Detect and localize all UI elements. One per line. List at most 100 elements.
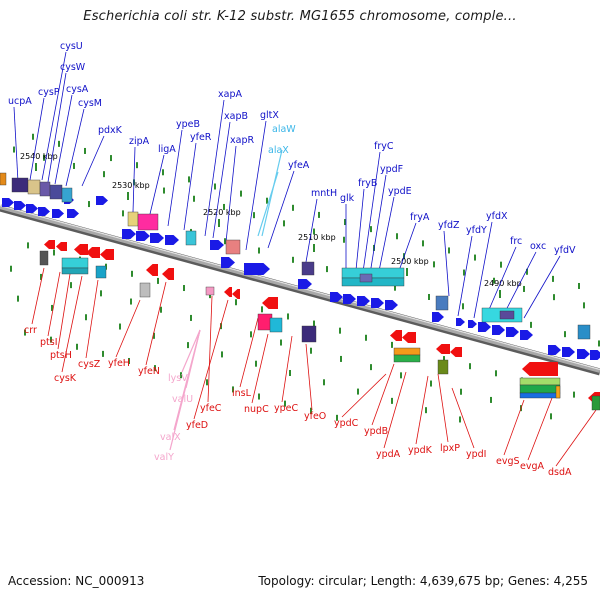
track-tick <box>193 195 195 202</box>
label-callout <box>369 174 387 275</box>
track-tick <box>343 236 345 243</box>
gene-label-cysW: cysW <box>60 62 86 73</box>
track-tick <box>474 254 476 261</box>
forward-gene-box <box>49 184 63 200</box>
track-tick <box>32 133 34 140</box>
label-callout <box>204 99 225 237</box>
label-callout <box>132 146 136 213</box>
track-tick <box>17 295 19 302</box>
track-tick <box>313 228 315 235</box>
reverse-gene-arrow <box>44 240 55 249</box>
forward-gene-arrow <box>468 320 477 328</box>
reverse-gene-box <box>555 385 561 399</box>
track-tick <box>214 183 216 190</box>
track-tick <box>250 331 252 338</box>
gene-label-yfeO: yfeO <box>304 411 326 422</box>
gene-label-ypdI: ypdI <box>466 449 486 460</box>
gene-label-ypdK: ypdK <box>408 445 433 456</box>
track-tick <box>490 396 492 403</box>
forward-gene-arrow <box>221 257 235 268</box>
gene-label-ypdE: ypdE <box>388 186 412 197</box>
gene-label-ypdB: ypdB <box>364 426 388 437</box>
label-callout <box>473 221 493 319</box>
track-tick <box>578 282 580 289</box>
reverse-gene-arrow <box>146 264 158 276</box>
reverse-gene-arrow <box>56 242 67 251</box>
track-tick <box>553 294 555 301</box>
track-tick <box>292 204 294 211</box>
track-tick <box>313 320 315 327</box>
scale-tick-mark <box>313 244 315 252</box>
reverse-gene-arrow <box>224 287 232 297</box>
gene-label-ptsI: ptsI <box>40 337 58 348</box>
gene-label-ypdA: ypdA <box>376 449 401 460</box>
track-tick <box>110 155 112 162</box>
track-tick <box>130 298 132 305</box>
reverse-gene-box <box>269 317 283 333</box>
track-tick <box>430 380 432 387</box>
forward-gene-arrow <box>371 298 384 308</box>
gene-label-ptsH: ptsH <box>50 350 72 361</box>
reverse-gene-arrow <box>232 289 240 299</box>
label-callout <box>115 299 141 358</box>
gene-label-xapB: xapB <box>224 111 248 122</box>
forward-gene-arrow <box>96 196 108 205</box>
track-tick <box>131 270 133 277</box>
track-tick <box>448 247 450 254</box>
track-tick <box>583 302 585 309</box>
track-tick <box>462 303 464 310</box>
gene-label-alaX: alaX <box>268 145 289 156</box>
scale-tick-label: 2540 kbp <box>20 152 58 161</box>
reverse-gene-arrow <box>436 344 450 354</box>
label-callout <box>54 94 73 185</box>
gene-label-ypdC: ypdC <box>334 418 359 429</box>
label-callout <box>362 151 381 273</box>
label-callout <box>383 371 407 449</box>
label-callout <box>61 275 83 373</box>
gene-label-lysV: lysV <box>168 373 188 384</box>
track-tick <box>526 268 528 275</box>
reverse-gene-box <box>61 267 89 275</box>
track-tick <box>598 340 600 347</box>
track-tick <box>73 162 75 169</box>
gene-label-fryA: fryA <box>410 212 430 223</box>
forward-gene-box <box>499 310 515 320</box>
track-tick <box>266 197 268 204</box>
track-tick <box>253 212 255 219</box>
track-tick <box>85 314 87 321</box>
forward-gene-arrow <box>2 198 14 207</box>
label-callout <box>437 373 449 443</box>
track-tick <box>223 203 225 210</box>
track-tick <box>289 369 291 376</box>
forward-gene-arrow <box>577 349 590 359</box>
forward-gene-box <box>185 230 197 246</box>
forward-gene-arrow <box>520 330 533 340</box>
forward-gene-box <box>61 187 73 203</box>
gene-label-ucpA: ucpA <box>8 96 32 107</box>
track-tick <box>119 323 121 330</box>
forward-gene-arrow <box>590 350 600 360</box>
reverse-gene-box <box>301 325 317 343</box>
gene-label-glk: glk <box>340 193 355 204</box>
gene-label-mntH: mntH <box>311 188 337 199</box>
reverse-gene-box <box>437 359 449 375</box>
label-callout <box>527 397 553 461</box>
gene-label-yfdX: yfdX <box>486 211 508 222</box>
forward-gene-arrow <box>492 325 505 335</box>
label-callout <box>145 281 167 366</box>
forward-gene-arrow <box>244 263 270 275</box>
track-tick <box>70 282 72 289</box>
track-tick <box>336 414 338 421</box>
track-tick <box>258 247 260 254</box>
reverse-gene-box <box>519 384 561 394</box>
scale-tick-mark <box>499 290 501 298</box>
gene-label-valX: valX <box>160 432 181 443</box>
gene-label-ypeB: ypeB <box>176 119 200 130</box>
track-tick <box>10 265 12 272</box>
track-tick <box>235 299 237 306</box>
track-tick <box>188 176 190 183</box>
track-tick <box>183 285 185 292</box>
track-tick <box>153 332 155 339</box>
track-tick <box>136 162 138 169</box>
